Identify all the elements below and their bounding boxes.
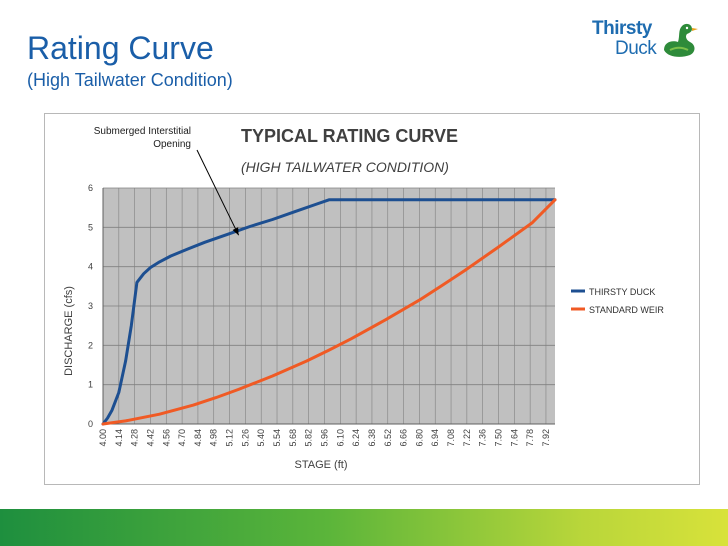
x-tick-label: 6.52	[383, 429, 393, 447]
x-tick-label: 4.28	[130, 429, 140, 447]
x-tick-label: 6.66	[399, 429, 409, 447]
x-tick-label: 7.36	[478, 429, 488, 447]
x-tick-label: 7.50	[494, 429, 504, 447]
slide-subtitle: (High Tailwater Condition)	[27, 70, 233, 90]
y-tick-label: 5	[88, 222, 93, 232]
x-tick-label: 6.38	[367, 429, 377, 447]
y-tick-label: 4	[88, 262, 93, 272]
legend-label-thirsty-duck: THIRSTY DUCK	[589, 287, 655, 297]
x-tick-label: 5.12	[225, 429, 235, 447]
x-tick-label: 4.84	[193, 429, 203, 447]
x-tick-label: 7.22	[462, 429, 472, 447]
y-tick-label: 1	[88, 380, 93, 390]
x-tick-label: 6.10	[335, 429, 345, 447]
logo-text-line2: Duck	[615, 38, 657, 59]
x-tick-label: 6.24	[351, 429, 361, 447]
x-tick-label: 4.98	[209, 429, 219, 447]
thirsty-duck-logo: Thirsty Duck	[592, 18, 702, 63]
x-tick-label: 4.70	[177, 429, 187, 447]
x-tick-label: 5.54	[272, 429, 282, 447]
y-tick-label: 6	[88, 183, 93, 193]
y-tick-label: 0	[88, 419, 93, 429]
x-axis-label: STAGE (ft)	[295, 459, 348, 471]
annotation-arrow-head	[232, 227, 239, 236]
chart-frame: TYPICAL RATING CURVE (HIGH TAILWATER CON…	[44, 113, 700, 485]
y-axis-label: DISCHARGE (cfs)	[63, 286, 75, 376]
x-tick-label: 6.80	[414, 429, 424, 447]
x-tick-label: 5.68	[288, 429, 298, 447]
x-tick-label: 5.40	[256, 429, 266, 447]
x-tick-label: 6.94	[430, 429, 440, 447]
x-tick-label: 7.08	[446, 429, 456, 447]
rating-curve-chart: TYPICAL RATING CURVE (HIGH TAILWATER CON…	[63, 126, 664, 471]
duck-icon	[664, 23, 698, 57]
x-tick-label: 5.26	[240, 429, 250, 447]
footer-bar	[0, 509, 728, 546]
logo-text-line1: Thirsty	[592, 18, 652, 39]
annotation-line-2: Opening	[153, 139, 191, 150]
x-tick-label: 4.42	[145, 429, 155, 447]
y-tick-label: 2	[88, 340, 93, 350]
annotation-line-1: Submerged Interstitial	[94, 126, 191, 137]
legend-label-standard-weir: STANDARD WEIR	[589, 305, 664, 315]
chart-title: TYPICAL RATING CURVE	[241, 126, 458, 146]
series-line-standard-weir	[101, 198, 557, 426]
x-tick-label: 5.96	[319, 429, 329, 447]
slide-title: Rating Curve	[27, 30, 214, 66]
x-tick-label: 5.82	[304, 429, 314, 447]
series-line-thirsty-duck	[101, 198, 557, 426]
x-tick-label: 7.78	[525, 429, 535, 447]
annotation-arrow-line	[196, 149, 240, 236]
y-tick-label: 3	[88, 301, 93, 311]
x-tick-label: 4.56	[161, 429, 171, 447]
x-tick-label: 4.00	[98, 429, 108, 447]
chart-subtitle: (HIGH TAILWATER CONDITION)	[241, 159, 449, 175]
x-tick-label: 4.14	[114, 429, 124, 447]
x-tick-label: 7.92	[541, 429, 551, 447]
x-tick-label: 7.64	[509, 429, 519, 447]
